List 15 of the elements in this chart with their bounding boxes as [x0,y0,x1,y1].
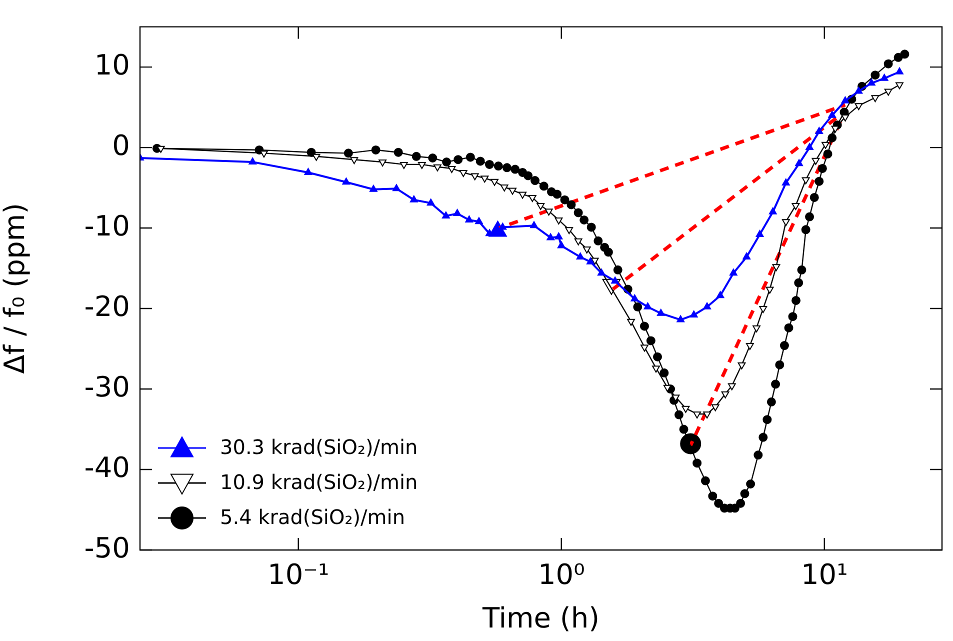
x-tick-label: 10⁻¹ [268,558,330,592]
x-axis-title: Time (h) [481,601,600,634]
x-tick-label: 10⁰ [538,558,585,592]
y-tick-label: -10 [84,209,130,242]
legend-label: 30.3 krad(SiO₂)/min [220,434,418,461]
y-tick-label: -40 [84,450,130,484]
y-tick-label: -20 [84,290,130,323]
y-tick-label: -50 [84,531,130,564]
x-tick-label: 10¹ [800,558,848,592]
y-axis-title: Δf / f₀ (ppm) [0,202,32,374]
legend-label: 5.4 krad(SiO₂)/min [220,504,405,531]
y-tick-label: 0 [112,128,130,162]
legend-label: 10.9 krad(SiO₂)/min [220,469,418,496]
y-tick-label: 10 [94,48,130,82]
y-tick-label: -30 [84,370,130,404]
